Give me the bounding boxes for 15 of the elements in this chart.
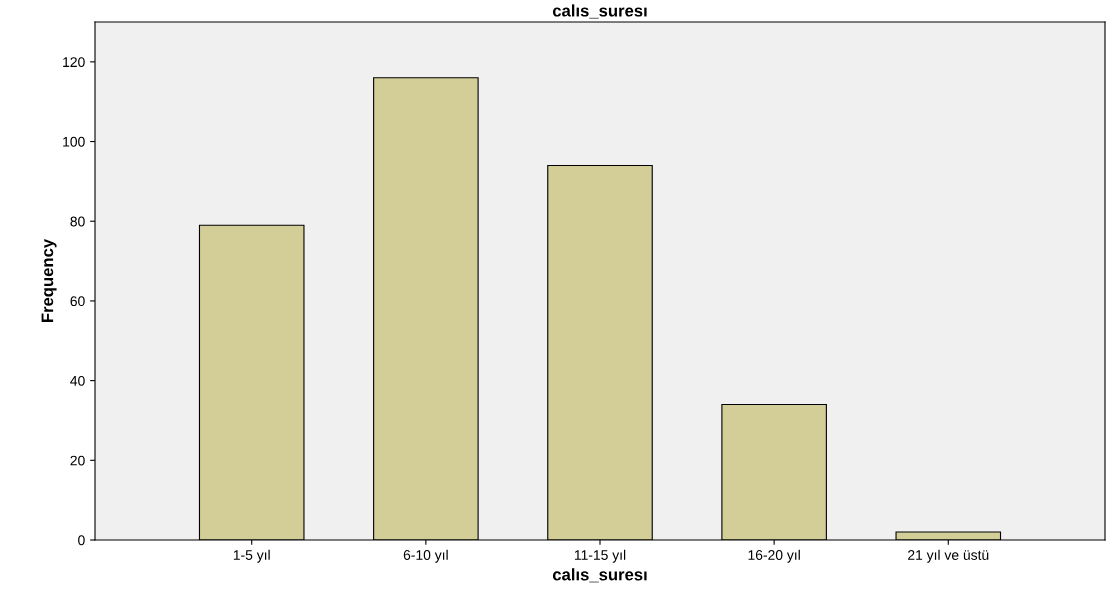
y-axis-title: Frequency (41, 238, 57, 323)
x-tick-label: 21 yıl ve üstü (908, 549, 989, 563)
x-axis-title: calıs_suresı (552, 568, 647, 583)
chart-title: calıs_suresı (552, 4, 647, 19)
y-tick-label: 100 (63, 136, 85, 147)
x-tick-label: 6-10 yıl (403, 549, 448, 563)
y-tick-label: 80 (70, 216, 85, 227)
x-tick-label: 1-5 yıl (233, 549, 270, 563)
y-tick-label: 60 (70, 296, 85, 307)
x-tick-label: 16-20 yıl (748, 549, 800, 563)
x-tick-label: 11-15 yıl (574, 549, 626, 563)
y-tick-label: 0 (78, 535, 85, 546)
y-tick-label: 120 (63, 57, 85, 68)
y-tick-label: 20 (70, 455, 85, 466)
y-tick-label: 40 (70, 375, 85, 386)
